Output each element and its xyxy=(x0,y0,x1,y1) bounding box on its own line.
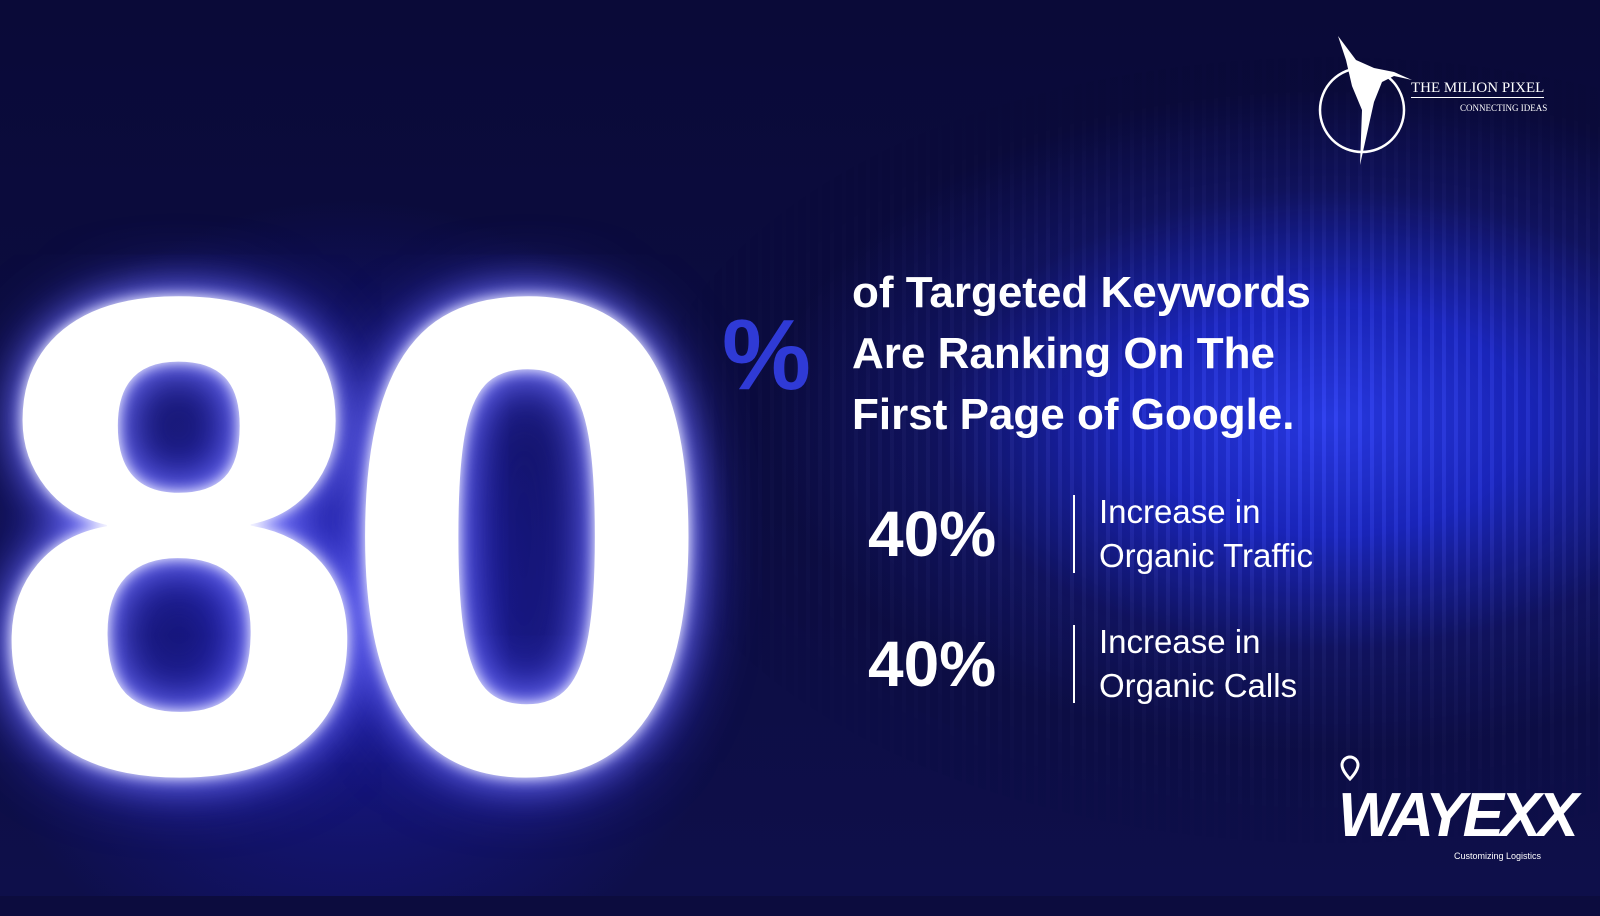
stat-value: 40% xyxy=(868,627,997,700)
location-pin-icon xyxy=(1340,755,1360,782)
stat-label-line: Increase in xyxy=(1099,493,1261,530)
client-name: WAYEXX xyxy=(1338,781,1579,850)
headline-line: Are Ranking On The xyxy=(852,329,1275,378)
headline: of Targeted Keywords Are Ranking On The … xyxy=(852,262,1311,445)
hero-number: 80 xyxy=(0,156,716,916)
stat-label-line: Organic Calls xyxy=(1099,667,1298,704)
stat-organic-calls: 40% Increase in Organic Calls xyxy=(868,620,1297,708)
stat-label-line: Increase in xyxy=(1099,623,1261,660)
brand-tagline: CONNECTING IDEAS xyxy=(1460,103,1548,113)
hero-percent-sign: % xyxy=(722,299,811,411)
brand-logo: THE MILION PIXEL CONNECTING IDEAS xyxy=(1316,30,1547,175)
stat-value: 40% xyxy=(868,497,997,570)
background-stripes xyxy=(230,0,1600,896)
background xyxy=(0,0,1600,896)
stat-label: Increase in Organic Traffic xyxy=(1099,490,1313,578)
stat-label: Increase in Organic Calls xyxy=(1099,620,1297,708)
brand-name: THE MILION PIXEL xyxy=(1411,80,1545,98)
headline-line: First Page of Google. xyxy=(852,390,1295,439)
headline-line: of Targeted Keywords xyxy=(852,268,1311,317)
stat-organic-traffic: 40% Increase in Organic Traffic xyxy=(868,490,1313,578)
hummingbird-icon xyxy=(1318,36,1412,165)
stat-divider xyxy=(1073,625,1075,703)
stat-label-line: Organic Traffic xyxy=(1099,537,1313,574)
client-tagline: Customizing Logistics xyxy=(1454,851,1542,861)
stat-divider xyxy=(1073,495,1075,573)
